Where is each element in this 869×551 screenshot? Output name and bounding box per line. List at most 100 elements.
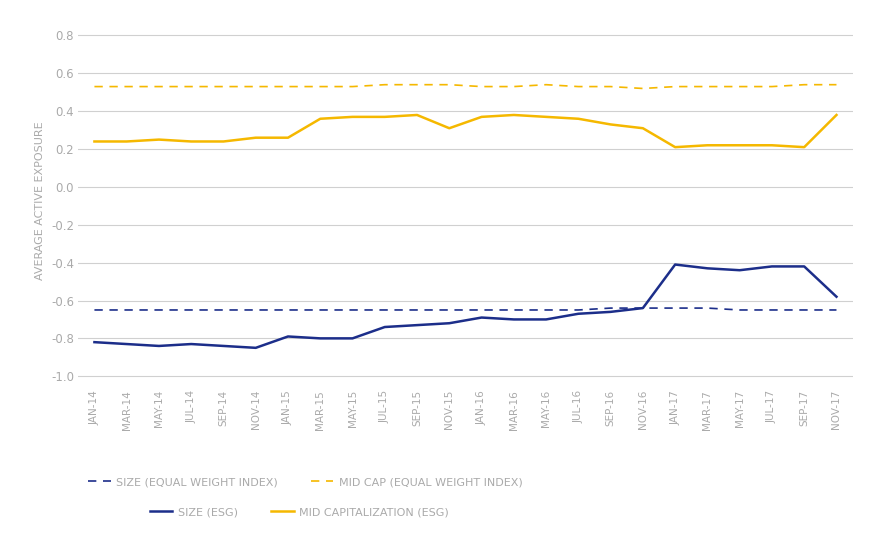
MID CAPITALIZATION (ESG) [379,114,389,120]
SIZE (EQUAL WEIGHT INDEX) [605,305,615,311]
SIZE (EQUAL WEIGHT INDEX) [573,307,583,314]
Line: MID CAP (EQUAL WEIGHT INDEX): MID CAP (EQUAL WEIGHT INDEX) [95,85,835,89]
SIZE (EQUAL WEIGHT INDEX) [830,307,840,314]
SIZE (EQUAL WEIGHT INDEX) [186,307,196,314]
SIZE (EQUAL WEIGHT INDEX) [798,307,808,314]
MID CAP (EQUAL WEIGHT INDEX) [573,83,583,90]
MID CAP (EQUAL WEIGHT INDEX) [379,82,389,88]
MID CAPITALIZATION (ESG) [798,144,808,150]
MID CAPITALIZATION (ESG) [347,114,357,120]
SIZE (ESG) [798,263,808,270]
SIZE (EQUAL WEIGHT INDEX) [411,307,421,314]
SIZE (ESG) [830,294,840,300]
MID CAP (EQUAL WEIGHT INDEX) [122,83,132,90]
Y-axis label: AVERAGE ACTIVE EXPOSURE: AVERAGE ACTIVE EXPOSURE [35,122,45,280]
MID CAPITALIZATION (ESG) [701,142,712,149]
SIZE (EQUAL WEIGHT INDEX) [379,307,389,314]
MID CAP (EQUAL WEIGHT INDEX) [637,85,647,92]
SIZE (EQUAL WEIGHT INDEX) [508,307,519,314]
MID CAP (EQUAL WEIGHT INDEX) [315,83,325,90]
SIZE (EQUAL WEIGHT INDEX) [541,307,551,314]
MID CAPITALIZATION (ESG) [90,138,100,145]
MID CAPITALIZATION (ESG) [476,114,487,120]
MID CAP (EQUAL WEIGHT INDEX) [669,83,680,90]
MID CAP (EQUAL WEIGHT INDEX) [443,82,454,88]
SIZE (ESG) [315,335,325,342]
MID CAP (EQUAL WEIGHT INDEX) [508,83,519,90]
MID CAP (EQUAL WEIGHT INDEX) [766,83,776,90]
MID CAPITALIZATION (ESG) [443,125,454,132]
SIZE (EQUAL WEIGHT INDEX) [733,307,744,314]
MID CAPITALIZATION (ESG) [766,142,776,149]
MID CAPITALIZATION (ESG) [186,138,196,145]
MID CAPITALIZATION (ESG) [154,136,164,143]
Line: SIZE (EQUAL WEIGHT INDEX): SIZE (EQUAL WEIGHT INDEX) [95,308,835,310]
SIZE (ESG) [766,263,776,270]
SIZE (EQUAL WEIGHT INDEX) [637,305,647,311]
SIZE (EQUAL WEIGHT INDEX) [90,307,100,314]
SIZE (ESG) [669,261,680,268]
SIZE (EQUAL WEIGHT INDEX) [476,307,487,314]
MID CAPITALIZATION (ESG) [282,134,293,141]
MID CAPITALIZATION (ESG) [250,134,261,141]
SIZE (EQUAL WEIGHT INDEX) [250,307,261,314]
SIZE (ESG) [347,335,357,342]
MID CAP (EQUAL WEIGHT INDEX) [476,83,487,90]
Line: SIZE (ESG): SIZE (ESG) [95,264,835,348]
MID CAP (EQUAL WEIGHT INDEX) [250,83,261,90]
SIZE (ESG) [733,267,744,273]
SIZE (EQUAL WEIGHT INDEX) [218,307,229,314]
MID CAPITALIZATION (ESG) [122,138,132,145]
SIZE (EQUAL WEIGHT INDEX) [122,307,132,314]
MID CAPITALIZATION (ESG) [637,125,647,132]
SIZE (ESG) [443,320,454,327]
MID CAP (EQUAL WEIGHT INDEX) [186,83,196,90]
MID CAP (EQUAL WEIGHT INDEX) [218,83,229,90]
SIZE (ESG) [154,343,164,349]
SIZE (ESG) [282,333,293,340]
SIZE (ESG) [90,339,100,345]
SIZE (ESG) [508,316,519,323]
MID CAP (EQUAL WEIGHT INDEX) [541,82,551,88]
SIZE (EQUAL WEIGHT INDEX) [766,307,776,314]
MID CAPITALIZATION (ESG) [541,114,551,120]
SIZE (ESG) [573,310,583,317]
SIZE (EQUAL WEIGHT INDEX) [669,305,680,311]
SIZE (ESG) [186,341,196,347]
MID CAP (EQUAL WEIGHT INDEX) [830,82,840,88]
MID CAPITALIZATION (ESG) [733,142,744,149]
SIZE (ESG) [218,343,229,349]
MID CAPITALIZATION (ESG) [573,116,583,122]
SIZE (ESG) [122,341,132,347]
SIZE (EQUAL WEIGHT INDEX) [347,307,357,314]
Line: MID CAPITALIZATION (ESG): MID CAPITALIZATION (ESG) [95,115,835,147]
MID CAP (EQUAL WEIGHT INDEX) [347,83,357,90]
SIZE (EQUAL WEIGHT INDEX) [701,305,712,311]
SIZE (EQUAL WEIGHT INDEX) [315,307,325,314]
MID CAPITALIZATION (ESG) [218,138,229,145]
MID CAP (EQUAL WEIGHT INDEX) [605,83,615,90]
MID CAPITALIZATION (ESG) [830,112,840,118]
SIZE (ESG) [411,322,421,328]
MID CAP (EQUAL WEIGHT INDEX) [154,83,164,90]
MID CAPITALIZATION (ESG) [315,116,325,122]
SIZE (ESG) [250,344,261,351]
MID CAPITALIZATION (ESG) [508,112,519,118]
MID CAP (EQUAL WEIGHT INDEX) [733,83,744,90]
SIZE (EQUAL WEIGHT INDEX) [154,307,164,314]
MID CAP (EQUAL WEIGHT INDEX) [90,83,100,90]
SIZE (EQUAL WEIGHT INDEX) [443,307,454,314]
Legend: SIZE (ESG), MID CAPITALIZATION (ESG): SIZE (ESG), MID CAPITALIZATION (ESG) [146,502,453,522]
SIZE (ESG) [701,265,712,272]
SIZE (ESG) [379,323,389,330]
MID CAP (EQUAL WEIGHT INDEX) [282,83,293,90]
SIZE (ESG) [541,316,551,323]
MID CAPITALIZATION (ESG) [411,112,421,118]
MID CAPITALIZATION (ESG) [669,144,680,150]
SIZE (ESG) [605,309,615,315]
MID CAPITALIZATION (ESG) [605,121,615,128]
SIZE (ESG) [637,305,647,311]
MID CAP (EQUAL WEIGHT INDEX) [411,82,421,88]
MID CAP (EQUAL WEIGHT INDEX) [701,83,712,90]
SIZE (EQUAL WEIGHT INDEX) [282,307,293,314]
